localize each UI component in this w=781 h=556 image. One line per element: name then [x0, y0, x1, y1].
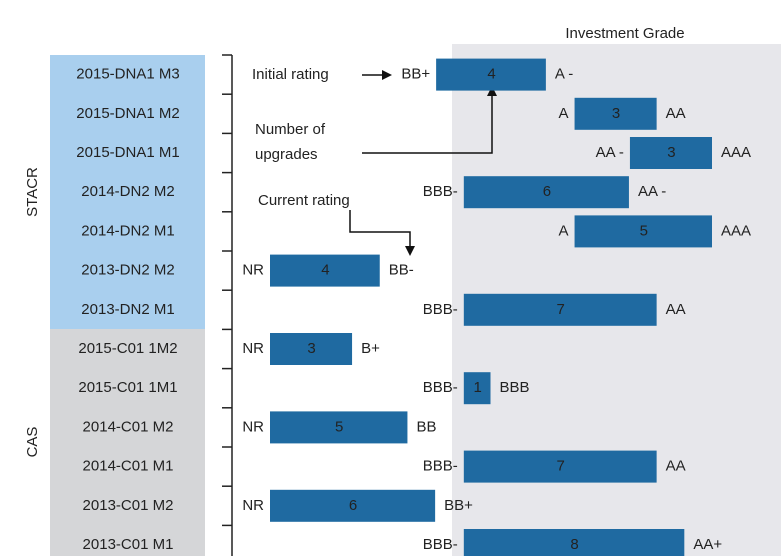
category-label: 2014-DN2 M2 [81, 183, 174, 200]
bar-value: 3 [307, 340, 315, 357]
bar [463, 529, 685, 556]
arrow [362, 94, 493, 154]
bar [270, 411, 408, 444]
category-label: 2015-DNA1 M2 [76, 105, 179, 122]
category-label: 2015-C01 1M1 [78, 379, 177, 396]
category-label: 2014-C01 M2 [83, 418, 174, 435]
group-label: STACR [24, 167, 41, 217]
bar-value: 6 [349, 497, 357, 514]
bar [463, 176, 629, 209]
category-label: 2013-C01 M2 [83, 497, 174, 514]
arrow-head [487, 86, 497, 96]
bar-value: 5 [640, 222, 648, 239]
bar [270, 489, 436, 522]
end-rating: AA [666, 301, 686, 318]
bar-value: 3 [612, 105, 620, 122]
bar-value: 7 [557, 301, 565, 318]
start-rating: NR [242, 497, 264, 514]
end-rating: BB+ [444, 497, 473, 514]
category-label: 2013-DN2 M2 [81, 262, 174, 279]
bar [463, 293, 657, 326]
bar-value: 4 [487, 66, 495, 83]
bracket-ticks [222, 54, 232, 527]
bar [574, 215, 712, 248]
stacr-group-box [50, 55, 205, 329]
start-rating: BBB- [423, 183, 458, 200]
bar [270, 333, 353, 365]
arrow-head [382, 70, 392, 80]
bar [629, 137, 712, 169]
start-rating: A [559, 105, 569, 122]
category-label: 2014-DN2 M1 [81, 222, 174, 239]
start-rating: BB+ [401, 66, 430, 83]
cas-group-box [50, 329, 205, 556]
end-rating: BB- [389, 262, 414, 279]
bar [463, 372, 491, 405]
category-label: 2013-C01 M1 [83, 536, 174, 553]
end-rating: BBB [500, 379, 530, 396]
bar-value: 7 [557, 458, 565, 475]
bar-value: 8 [570, 536, 578, 553]
end-rating: BB [416, 418, 436, 435]
start-rating: NR [242, 340, 264, 357]
bar-value: 6 [543, 183, 551, 200]
category-label: 2015-DNA1 M1 [76, 144, 179, 161]
category-label: 2013-DN2 M1 [81, 301, 174, 318]
annotation: Current rating [258, 192, 350, 209]
bar [463, 450, 657, 483]
end-rating: AA+ [693, 536, 722, 553]
end-rating: AAA [721, 222, 751, 239]
bar-value: 4 [321, 262, 329, 279]
annotation: Number of [255, 121, 326, 138]
category-label: 2014-C01 M1 [83, 458, 174, 475]
end-rating: A - [555, 66, 573, 83]
end-rating: AA [666, 105, 686, 122]
arrow [349, 210, 411, 248]
start-rating: BBB- [423, 379, 458, 396]
end-rating: B+ [361, 340, 380, 357]
annotation: Initial rating [252, 66, 329, 83]
start-rating: NR [242, 418, 264, 435]
bar [270, 254, 380, 287]
bar-value: 5 [335, 418, 343, 435]
end-rating: AA - [638, 183, 666, 200]
arrow-head [405, 246, 415, 256]
start-rating: BBB- [423, 458, 458, 475]
start-rating: BBB- [423, 536, 458, 553]
group-label: CAS [24, 427, 41, 458]
start-rating: A [559, 222, 569, 239]
end-rating: AA [666, 458, 686, 475]
category-label: 2015-DNA1 M3 [76, 66, 179, 83]
bar-value: 1 [473, 379, 481, 396]
bar-value: 3 [667, 144, 675, 161]
start-rating: BBB- [423, 301, 458, 318]
start-rating: AA - [596, 144, 624, 161]
bar [574, 97, 657, 130]
bar [436, 58, 546, 91]
end-rating: AAA [721, 144, 751, 161]
annotation: upgrades [255, 146, 318, 163]
category-label: 2015-C01 1M2 [78, 340, 177, 357]
start-rating: NR [242, 262, 264, 279]
chart-title: Investment Grade [565, 25, 684, 42]
